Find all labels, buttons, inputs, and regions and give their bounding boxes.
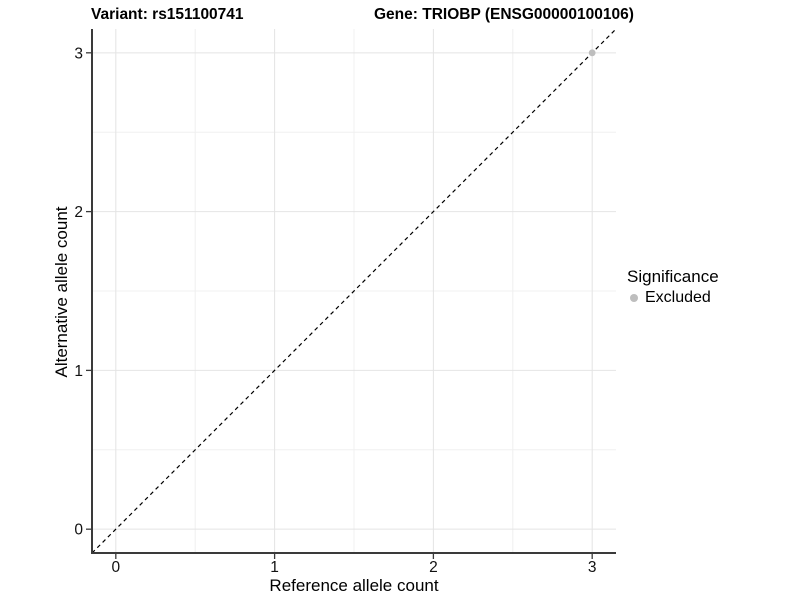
identity-dashed-line (91, 28, 617, 554)
legend-key-dot-icon (630, 293, 638, 302)
y-tick-label: 3 (74, 45, 83, 62)
x-tick-label: 2 (429, 559, 438, 576)
y-tick-label: 2 (74, 204, 83, 221)
plot-title-variant: Variant: rs151100741 (91, 6, 244, 23)
y-tick-label: 0 (74, 522, 83, 539)
legend-item-excluded: Excluded (627, 287, 719, 308)
x-axis-label: Reference allele count (269, 576, 439, 595)
x-tick-label: 0 (112, 559, 121, 576)
plot-title-gene: Gene: TRIOBP (ENSG00000100106) (374, 6, 634, 23)
legend: Significance Excluded (627, 266, 719, 308)
y-axis-label: Alternative allele count (52, 206, 71, 378)
data-point (588, 49, 596, 57)
y-tick-label: 1 (74, 363, 83, 380)
x-tick-label: 3 (588, 559, 597, 576)
legend-item-label: Excluded (645, 289, 711, 306)
x-tick-label: 1 (270, 559, 279, 576)
legend-title: Significance (627, 267, 719, 286)
